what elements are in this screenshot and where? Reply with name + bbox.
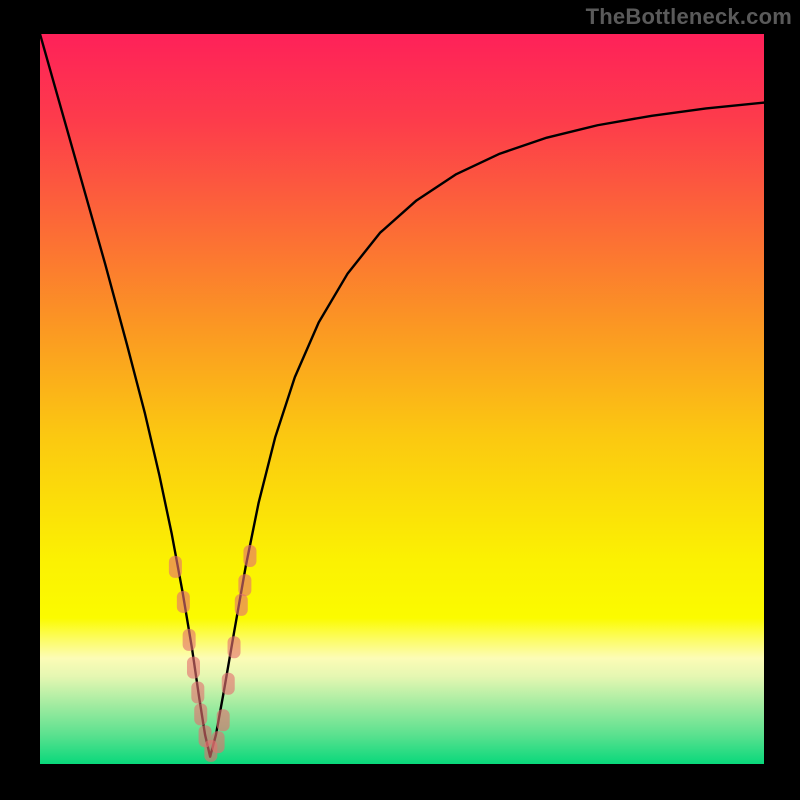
plot-area — [40, 34, 764, 764]
valley-marker — [228, 636, 241, 658]
valley-marker — [217, 709, 230, 731]
canvas-root: TheBottleneck.com — [0, 0, 800, 800]
valley-marker — [235, 594, 248, 616]
plot-svg — [40, 34, 764, 764]
valley-marker — [191, 681, 204, 703]
valley-marker — [212, 731, 225, 753]
valley-marker — [187, 657, 200, 679]
valley-marker — [169, 556, 182, 578]
valley-marker — [194, 703, 207, 725]
valley-marker — [243, 545, 256, 567]
valley-marker — [222, 673, 235, 695]
watermark-text: TheBottleneck.com — [586, 4, 792, 30]
valley-marker — [183, 629, 196, 651]
gradient-background — [40, 34, 764, 764]
valley-marker — [177, 591, 190, 613]
valley-marker — [238, 574, 251, 596]
